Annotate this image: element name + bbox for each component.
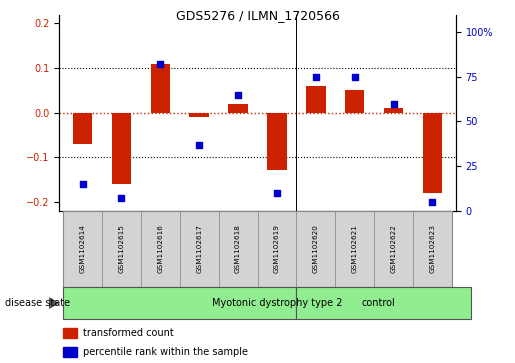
Point — [428, 199, 437, 204]
Point — [156, 61, 164, 67]
Bar — [296, 287, 471, 319]
Bar — [63, 211, 102, 287]
Bar — [413, 211, 452, 287]
Bar — [228, 103, 248, 113]
Bar — [306, 86, 325, 113]
Bar — [63, 287, 296, 319]
Bar — [73, 113, 92, 144]
Bar — [384, 108, 403, 113]
Text: GSM1102615: GSM1102615 — [118, 224, 125, 273]
Text: GSM1102614: GSM1102614 — [79, 224, 85, 273]
Text: GSM1102617: GSM1102617 — [196, 224, 202, 273]
Bar — [63, 347, 77, 357]
Text: GSM1102621: GSM1102621 — [352, 224, 358, 273]
Point — [351, 74, 359, 80]
Bar — [102, 211, 141, 287]
Bar — [190, 113, 209, 117]
Point — [78, 181, 87, 187]
Bar — [258, 211, 296, 287]
Polygon shape — [49, 298, 58, 308]
Point — [234, 92, 242, 98]
Text: GSM1102618: GSM1102618 — [235, 224, 241, 273]
Bar — [335, 211, 374, 287]
Point — [195, 142, 203, 147]
Text: transformed count: transformed count — [83, 328, 174, 338]
Text: GSM1102616: GSM1102616 — [157, 224, 163, 273]
Bar — [219, 211, 258, 287]
Bar — [180, 211, 219, 287]
Text: GSM1102623: GSM1102623 — [430, 224, 436, 273]
Bar — [150, 64, 170, 113]
Bar — [374, 211, 413, 287]
Bar — [112, 113, 131, 184]
Text: GDS5276 / ILMN_1720566: GDS5276 / ILMN_1720566 — [176, 9, 339, 22]
Point — [273, 190, 281, 196]
Text: disease state: disease state — [5, 298, 70, 308]
Bar — [423, 113, 442, 193]
Point — [389, 101, 398, 106]
Point — [312, 74, 320, 80]
Bar — [141, 211, 180, 287]
Bar — [267, 113, 287, 171]
Bar — [296, 211, 335, 287]
Text: percentile rank within the sample: percentile rank within the sample — [83, 347, 248, 357]
Bar — [63, 328, 77, 338]
Bar — [345, 90, 365, 113]
Point — [117, 195, 126, 201]
Text: GSM1102619: GSM1102619 — [274, 224, 280, 273]
Text: GSM1102622: GSM1102622 — [390, 224, 397, 273]
Text: control: control — [361, 298, 395, 308]
Text: GSM1102620: GSM1102620 — [313, 224, 319, 273]
Text: Myotonic dystrophy type 2: Myotonic dystrophy type 2 — [212, 298, 342, 308]
